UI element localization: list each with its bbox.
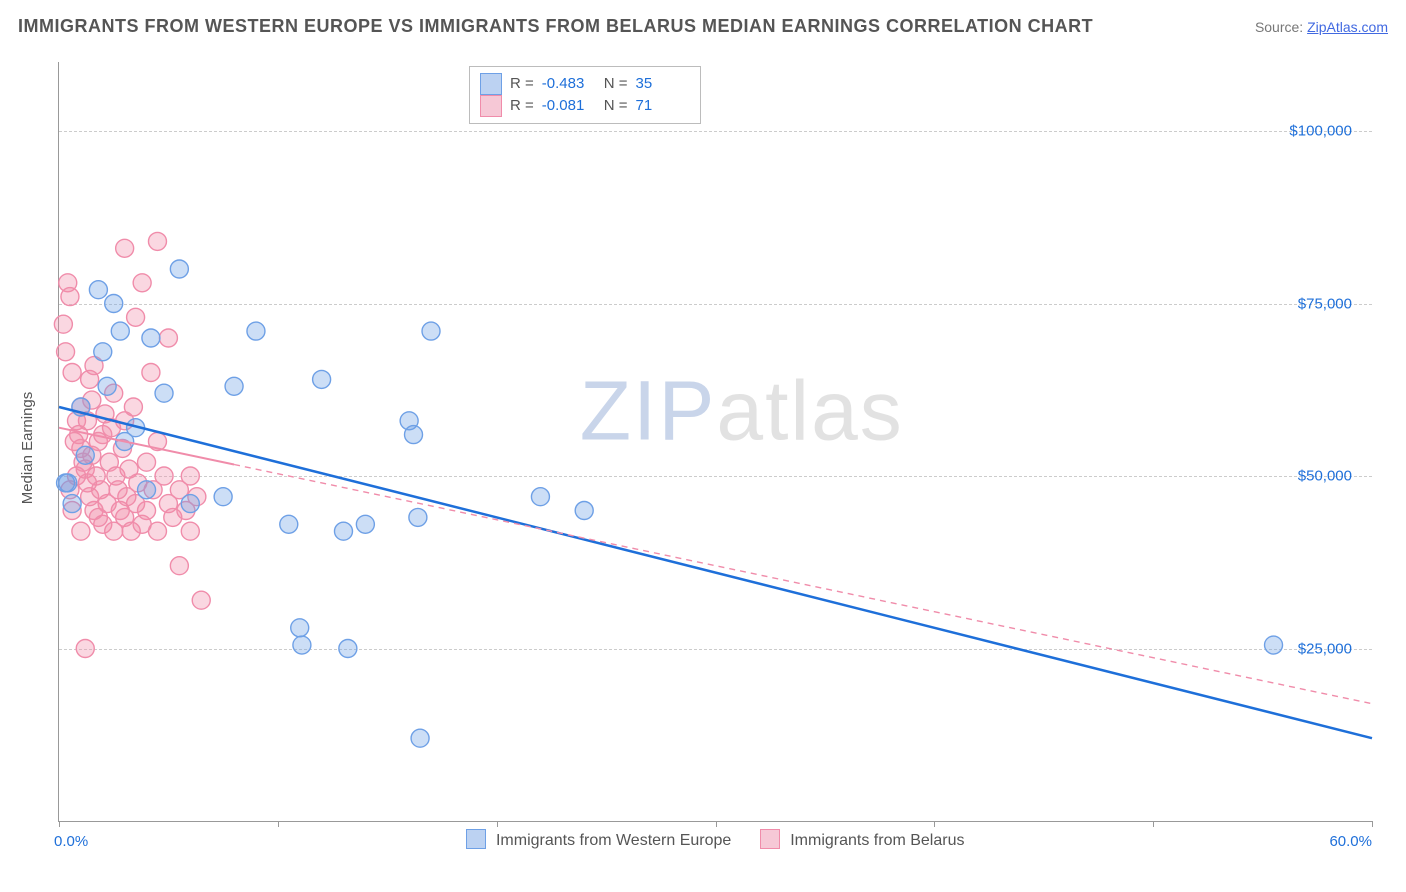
data-point-we <box>293 636 311 654</box>
data-point-we <box>111 322 129 340</box>
data-point-by <box>170 557 188 575</box>
legend-label-we: Immigrants from Western Europe <box>496 832 731 849</box>
data-point-we <box>59 474 77 492</box>
data-point-we <box>94 343 112 361</box>
data-point-we <box>405 426 423 444</box>
data-point-by <box>127 308 145 326</box>
data-point-by <box>181 522 199 540</box>
trend-line-we <box>59 407 1372 738</box>
data-point-we <box>411 729 429 747</box>
plot-area: ZIPatlas R = -0.483 N = 35 R = -0.081 N … <box>58 62 1372 822</box>
x-tick <box>934 821 935 827</box>
r-value-by: -0.081 <box>542 95 596 117</box>
y-tick-label: $25,000 <box>1298 640 1352 657</box>
chart-container: Median Earnings ZIPatlas R = -0.483 N = … <box>18 48 1388 848</box>
y-tick-label: $50,000 <box>1298 468 1352 485</box>
data-point-by <box>138 453 156 471</box>
source-label: Source: ZipAtlas.com <box>1255 19 1388 35</box>
legend-swatch-we <box>480 73 502 95</box>
plot-svg <box>59 62 1372 821</box>
r-label-2: R = <box>510 95 534 117</box>
stats-row-we: R = -0.483 N = 35 <box>480 73 690 95</box>
data-point-we <box>334 522 352 540</box>
x-tick <box>1372 821 1373 827</box>
data-point-by <box>61 288 79 306</box>
data-point-by <box>76 640 94 658</box>
data-point-we <box>98 377 116 395</box>
x-tick <box>278 821 279 827</box>
data-point-by <box>148 232 166 250</box>
stats-row-by: R = -0.081 N = 71 <box>480 95 690 117</box>
data-point-we <box>155 384 173 402</box>
data-point-by <box>159 329 177 347</box>
y-axis-label: Median Earnings <box>19 392 36 505</box>
data-point-by <box>192 591 210 609</box>
data-point-by <box>142 364 160 382</box>
n-value-by: 71 <box>636 95 690 117</box>
r-value-we: -0.483 <box>542 73 596 95</box>
data-point-we <box>409 508 427 526</box>
data-point-we <box>356 515 374 533</box>
data-point-by <box>124 398 142 416</box>
x-start-label: 0.0% <box>54 833 88 850</box>
source-prefix: Source: <box>1255 19 1307 35</box>
header: IMMIGRANTS FROM WESTERN EUROPE VS IMMIGR… <box>18 16 1388 37</box>
x-tick <box>1153 821 1154 827</box>
y-tick-label: $100,000 <box>1289 123 1352 140</box>
n-value-we: 35 <box>636 73 690 95</box>
data-point-we <box>1265 636 1283 654</box>
x-tick <box>497 821 498 827</box>
legend-swatch-by <box>480 95 502 117</box>
data-point-by <box>133 274 151 292</box>
data-point-we <box>170 260 188 278</box>
data-point-we <box>247 322 265 340</box>
data-point-by <box>148 522 166 540</box>
data-point-by <box>57 343 75 361</box>
x-end-label: 60.0% <box>1329 833 1372 850</box>
data-point-we <box>280 515 298 533</box>
data-point-by <box>155 467 173 485</box>
n-label: N = <box>604 73 628 95</box>
data-point-we <box>339 640 357 658</box>
data-point-we <box>63 495 81 513</box>
data-point-we <box>105 295 123 313</box>
stats-box: R = -0.483 N = 35 R = -0.081 N = 71 <box>469 66 701 124</box>
x-tick <box>716 821 717 827</box>
data-point-by <box>181 467 199 485</box>
legend-bottom: Immigrants from Western Europe Immigrant… <box>18 829 1388 850</box>
n-label-2: N = <box>604 95 628 117</box>
r-label: R = <box>510 73 534 95</box>
data-point-we <box>291 619 309 637</box>
legend-swatch-we-icon <box>466 829 486 849</box>
data-point-by <box>63 364 81 382</box>
x-tick <box>59 821 60 827</box>
data-point-we <box>531 488 549 506</box>
trend-line-ext-by <box>234 465 1372 704</box>
data-point-we <box>225 377 243 395</box>
data-point-by <box>54 315 72 333</box>
data-point-we <box>142 329 160 347</box>
data-point-we <box>76 446 94 464</box>
data-point-we <box>422 322 440 340</box>
page-title: IMMIGRANTS FROM WESTERN EUROPE VS IMMIGR… <box>18 16 1093 37</box>
data-point-we <box>181 495 199 513</box>
y-tick-label: $75,000 <box>1298 295 1352 312</box>
data-point-by <box>72 522 90 540</box>
data-point-we <box>138 481 156 499</box>
data-point-we <box>575 502 593 520</box>
source-link[interactable]: ZipAtlas.com <box>1307 19 1388 35</box>
data-point-we <box>89 281 107 299</box>
data-point-we <box>313 370 331 388</box>
data-point-by <box>138 502 156 520</box>
data-point-we <box>214 488 232 506</box>
data-point-by <box>116 239 134 257</box>
legend-swatch-by-icon <box>760 829 780 849</box>
legend-label-by: Immigrants from Belarus <box>790 832 964 849</box>
